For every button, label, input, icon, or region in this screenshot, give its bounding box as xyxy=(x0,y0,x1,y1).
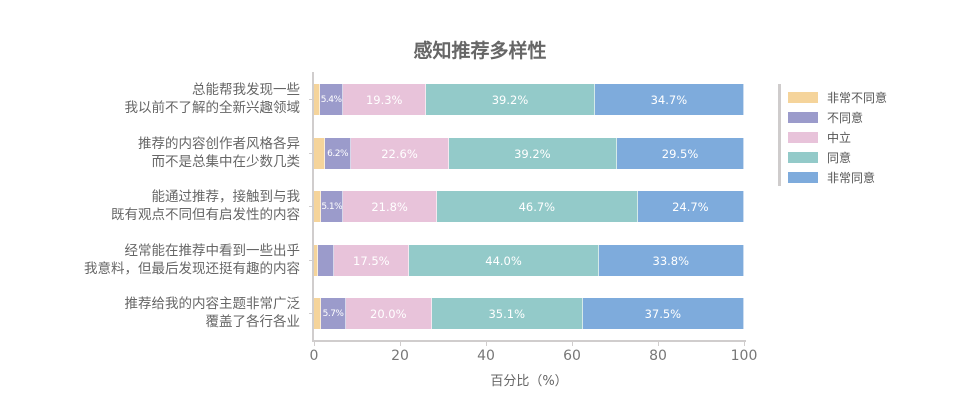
bar-segment: 21.8% xyxy=(343,191,437,222)
bar-segment: 34.7% xyxy=(594,84,744,115)
bar-segment: 5.7% xyxy=(321,298,346,329)
chart-title: 感知推荐多样性 xyxy=(413,40,547,62)
legend-item[interactable]: 中立 xyxy=(788,129,851,145)
bar-segment: 29.5% xyxy=(617,138,744,169)
stacked-bar: 5.4% 19.3% 39.2% 34.7% xyxy=(314,84,744,115)
x-tick-label: 20 xyxy=(391,348,409,364)
y-category-label: 推荐的内容创作者风格各异而不是总集中在少数几类 xyxy=(40,135,300,171)
y-category-label-line: 推荐给我的内容主题非常广泛 xyxy=(124,296,301,312)
x-tick xyxy=(744,342,745,346)
legend-label: 不同意 xyxy=(827,110,864,125)
bar-segment xyxy=(314,245,318,276)
bar-segment: 37.5% xyxy=(582,298,744,329)
legend: 非常不同意不同意中立同意非常同意 xyxy=(778,84,908,186)
bar-segment: 6.2% xyxy=(324,138,352,169)
bar-segment: 17.5% xyxy=(334,245,410,276)
y-tick xyxy=(309,99,313,100)
bar-segment: 5.1% xyxy=(321,191,344,222)
legend-item[interactable]: 同意 xyxy=(788,149,851,165)
x-tick-label: 0 xyxy=(309,348,319,364)
legend-label: 非常同意 xyxy=(827,170,876,185)
legend-swatch-icon xyxy=(788,91,818,103)
legend-item[interactable]: 不同意 xyxy=(788,109,863,125)
y-category-label-line: 而不是总集中在少数几类 xyxy=(151,154,301,170)
y-tick xyxy=(309,260,313,261)
x-tick-label: 80 xyxy=(649,348,667,364)
bar-segment: 35.1% xyxy=(431,298,583,329)
bar-segment: 22.6% xyxy=(351,138,449,169)
stacked-bar: 5.7% 20.0% 35.1% 37.5% xyxy=(314,298,744,329)
y-category-label-line: 我以前不了解的全新兴趣领域 xyxy=(124,100,301,116)
y-category-label: 经常能在推荐中看到一些出乎我意料，但最后发现还挺有趣的内容 xyxy=(40,242,300,278)
bar-segment: 20.0% xyxy=(345,298,432,329)
legend-item[interactable]: 非常不同意 xyxy=(788,89,887,105)
legend-item[interactable]: 非常同意 xyxy=(788,169,875,185)
bar-segment: 46.7% xyxy=(436,191,638,222)
bar-segment: 44.0% xyxy=(409,245,599,276)
legend-swatch-icon xyxy=(788,131,818,143)
y-category-label-line: 总能帮我发现一些 xyxy=(192,82,300,98)
y-category-label: 能通过推荐，接触到与我既有观点不同但有启发性的内容 xyxy=(40,188,300,224)
x-tick xyxy=(572,342,573,346)
x-tick-label: 100 xyxy=(730,348,758,364)
bar-segment xyxy=(314,84,321,115)
y-category-label-line: 既有观点不同但有启发性的内容 xyxy=(111,207,300,223)
bar-segment: 19.3% xyxy=(343,84,427,115)
stacked-bar: 5.1% 21.8% 46.7% 24.7% xyxy=(314,191,744,222)
bar-segment: 39.2% xyxy=(426,84,595,115)
legend-swatch-icon xyxy=(788,111,818,123)
stacked-bar: 6.2% 22.6% 39.2% 29.5% xyxy=(314,138,744,169)
stacked-bar: 17.5% 44.0% 33.8% xyxy=(314,245,744,276)
bar-segment: 24.7% xyxy=(637,191,744,222)
y-axis-line xyxy=(312,72,314,342)
legend-label: 中立 xyxy=(827,130,852,145)
x-tick-label: 40 xyxy=(477,348,495,364)
bar-segment xyxy=(317,245,335,276)
x-tick-label: 60 xyxy=(563,348,581,364)
legend-border xyxy=(778,84,781,186)
y-category-label: 推荐给我的内容主题非常广泛覆盖了各行各业 xyxy=(40,295,301,331)
bar-segment: 5.4% xyxy=(320,84,344,115)
legend-swatch-icon xyxy=(788,151,818,163)
bar-segment: 39.2% xyxy=(448,138,618,169)
bar-segment xyxy=(314,191,322,222)
legend-label: 同意 xyxy=(827,150,852,165)
legend-label: 非常不同意 xyxy=(827,90,888,105)
x-tick xyxy=(400,342,401,346)
y-tick xyxy=(309,313,313,314)
y-category-label: 总能帮我发现一些我以前不了解的全新兴趣领域 xyxy=(40,81,301,117)
y-category-label-line: 能通过推荐，接触到与我 xyxy=(151,189,301,205)
x-axis-title: 百分比（%） xyxy=(490,374,568,389)
y-tick xyxy=(309,153,313,154)
bar-segment: 33.8% xyxy=(598,245,744,276)
bar-segment xyxy=(314,298,322,329)
y-tick xyxy=(309,206,313,207)
x-tick xyxy=(314,342,315,346)
x-axis-line xyxy=(312,340,746,342)
legend-swatch-icon xyxy=(788,171,818,183)
bar-segment xyxy=(314,138,325,169)
x-tick xyxy=(486,342,487,346)
y-category-label-line: 覆盖了各行各业 xyxy=(205,314,301,330)
y-category-label-line: 我意料，但最后发现还挺有趣的内容 xyxy=(84,261,300,277)
y-category-label-line: 推荐的内容创作者风格各异 xyxy=(138,136,300,152)
x-tick xyxy=(658,342,659,346)
y-category-label-line: 经常能在推荐中看到一些出乎 xyxy=(124,243,301,259)
